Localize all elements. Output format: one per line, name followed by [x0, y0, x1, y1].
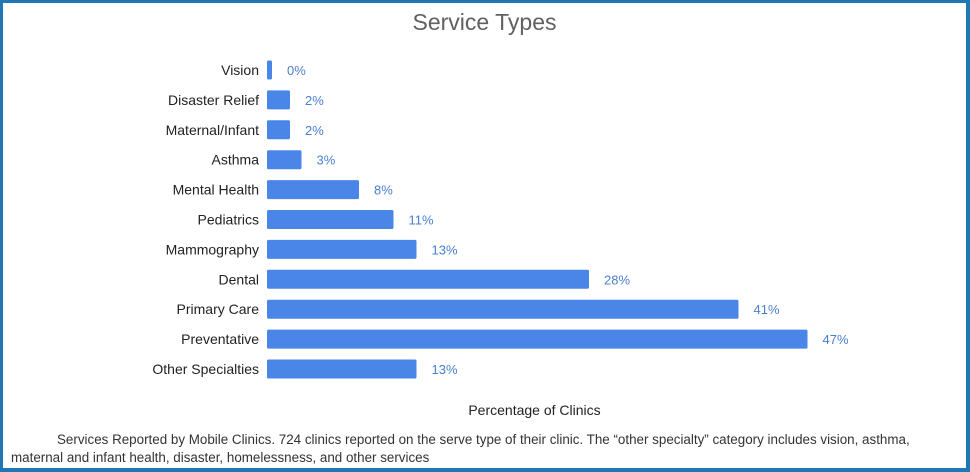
bar	[267, 150, 302, 170]
category-label: Primary Care	[177, 301, 260, 317]
chart-title: Service Types	[412, 9, 557, 35]
category-label: Other Specialties	[152, 361, 259, 377]
value-label: 13%	[432, 362, 458, 377]
bar	[267, 60, 272, 80]
category-label: Disaster Relief	[168, 92, 259, 108]
value-label: 2%	[305, 123, 324, 138]
bar	[267, 269, 589, 289]
value-label: 47%	[823, 332, 849, 347]
category-label: Dental	[219, 271, 259, 287]
figure-caption: Services Reported by Mobile Clinics. 724…	[11, 432, 910, 465]
category-label: Asthma	[212, 152, 260, 168]
bar-chart: Vision 0% Disaster Relief 2% Maternal/Infant…	[152, 60, 849, 379]
value-label: 3%	[317, 153, 336, 168]
value-label: 2%	[305, 93, 324, 108]
category-label: Mental Health	[173, 182, 259, 198]
category-label: Preventative	[181, 331, 259, 347]
category-label: Mammography	[166, 241, 259, 257]
bar	[267, 90, 290, 110]
bar	[267, 329, 808, 349]
value-label: 28%	[604, 272, 630, 287]
value-label: 13%	[432, 242, 458, 257]
bar	[267, 180, 359, 200]
bar	[267, 239, 417, 259]
category-label: Vision	[221, 62, 259, 78]
bar	[267, 120, 290, 140]
x-axis-label: Percentage of Clinics	[468, 402, 601, 418]
bar	[267, 359, 417, 379]
value-label: 0%	[287, 63, 306, 78]
category-label: Maternal/Infant	[166, 122, 259, 138]
value-label: 11%	[409, 213, 434, 228]
category-label: Pediatrics	[198, 212, 259, 228]
bar	[267, 299, 739, 319]
bar	[267, 210, 394, 229]
value-label: 41%	[754, 302, 780, 317]
value-label: 8%	[374, 183, 393, 198]
